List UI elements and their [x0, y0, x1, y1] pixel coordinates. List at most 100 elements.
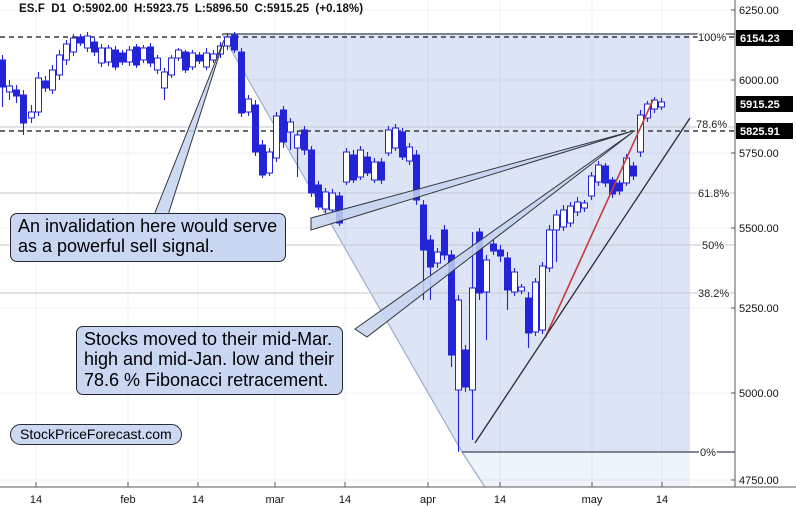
candle-body-down [238, 51, 245, 114]
candle [315, 181, 322, 210]
candle [84, 32, 91, 52]
candle [196, 52, 203, 64]
candle [511, 268, 518, 296]
candle [539, 262, 546, 334]
x-tick-label: 14 [656, 494, 668, 506]
candle-body-up [560, 209, 567, 228]
candle-body-down [182, 51, 189, 71]
candle-body-up [553, 214, 560, 231]
price-badge: 5915.25 [736, 96, 793, 112]
candle [6, 80, 13, 100]
candle [49, 65, 56, 94]
candle-body-up [406, 146, 413, 162]
candle-body-up [574, 201, 581, 213]
candle-body-up [434, 251, 441, 264]
candle-body-down [448, 254, 455, 356]
candle [224, 33, 231, 50]
candle-body-up [126, 49, 133, 63]
candle-body-up [511, 271, 518, 293]
candle [287, 118, 294, 150]
candle [574, 197, 581, 216]
x-tick-label: 14 [192, 494, 204, 506]
candle-body-up [245, 98, 252, 113]
candle [364, 152, 371, 176]
candle-body-down [119, 52, 126, 63]
candle-body-down [525, 297, 532, 334]
candle [77, 34, 84, 46]
candle [588, 172, 595, 200]
fib-label-100%: 100% [698, 32, 726, 44]
candle [532, 278, 539, 336]
x-tick-label: apr [420, 494, 436, 506]
candle-body-down [308, 149, 315, 194]
candle [476, 228, 483, 300]
candle-body-down [609, 179, 616, 195]
candle [56, 50, 63, 80]
chart-title: ES.F D1 O:5902.00 H:5923.75 L:5896.50 C:… [19, 3, 364, 15]
candle [273, 112, 280, 162]
candle-body-down [427, 239, 434, 268]
x-tick-label: 14 [339, 494, 351, 506]
candle [595, 161, 602, 186]
fib-label-38.2%: 38.2% [698, 288, 729, 300]
candle-body-down [378, 161, 385, 181]
candle-body-up [329, 192, 336, 211]
candle [406, 143, 413, 165]
candle-body-up [469, 287, 476, 391]
fib-label-50%: 50% [702, 240, 724, 252]
candle-body-up [483, 259, 490, 293]
candle [133, 44, 140, 68]
candle-body-up [154, 57, 161, 71]
candle-body-down [147, 46, 154, 64]
candle-body-up [161, 71, 168, 89]
candle-body-down [504, 257, 511, 291]
candle [154, 55, 161, 74]
candle-body-up [539, 265, 546, 331]
candle [119, 50, 126, 65]
annotation-callout-tail [310, 130, 634, 231]
candle-body-up [567, 205, 574, 224]
candle [581, 200, 588, 212]
candle [20, 90, 27, 135]
candle-body-up [658, 101, 665, 108]
candle [0, 55, 6, 107]
candle [63, 40, 70, 65]
price-badge-label: 5825.91 [740, 126, 780, 138]
candle [308, 146, 315, 197]
x-tick-label: mar [266, 494, 285, 506]
candle [35, 72, 42, 116]
candle-body-up [140, 47, 147, 61]
candle-body-down [77, 36, 84, 44]
candle [329, 189, 336, 213]
candle [497, 245, 504, 262]
candle [343, 148, 350, 185]
candle-body-down [602, 165, 609, 184]
candle [252, 100, 259, 156]
trendline [544, 99, 654, 339]
candle-body-up [168, 57, 175, 76]
candle-body-up [98, 47, 105, 64]
candle-body-up [175, 49, 182, 59]
y-tick-label: 5250.00 [739, 303, 779, 315]
fib-label-61.8%: 61.8% [698, 188, 729, 200]
candle [630, 162, 637, 180]
candle-body-down [490, 243, 497, 252]
price-badge: 5825.91 [736, 123, 793, 139]
x-tick-label: may [582, 494, 603, 506]
y-tick-label: 6000.00 [739, 75, 779, 87]
candle [427, 235, 434, 300]
candle-body-down [462, 349, 469, 388]
candle [462, 345, 469, 392]
candle [357, 146, 364, 180]
candle-body-down [630, 165, 637, 177]
candle [322, 188, 329, 213]
candle [560, 205, 567, 231]
candle [98, 44, 105, 67]
candle-body-down [350, 154, 357, 181]
candle [231, 32, 238, 53]
price-badge-label: 6154.23 [740, 33, 780, 45]
price-badge-bg [736, 30, 793, 46]
candle-body-down [42, 80, 49, 89]
